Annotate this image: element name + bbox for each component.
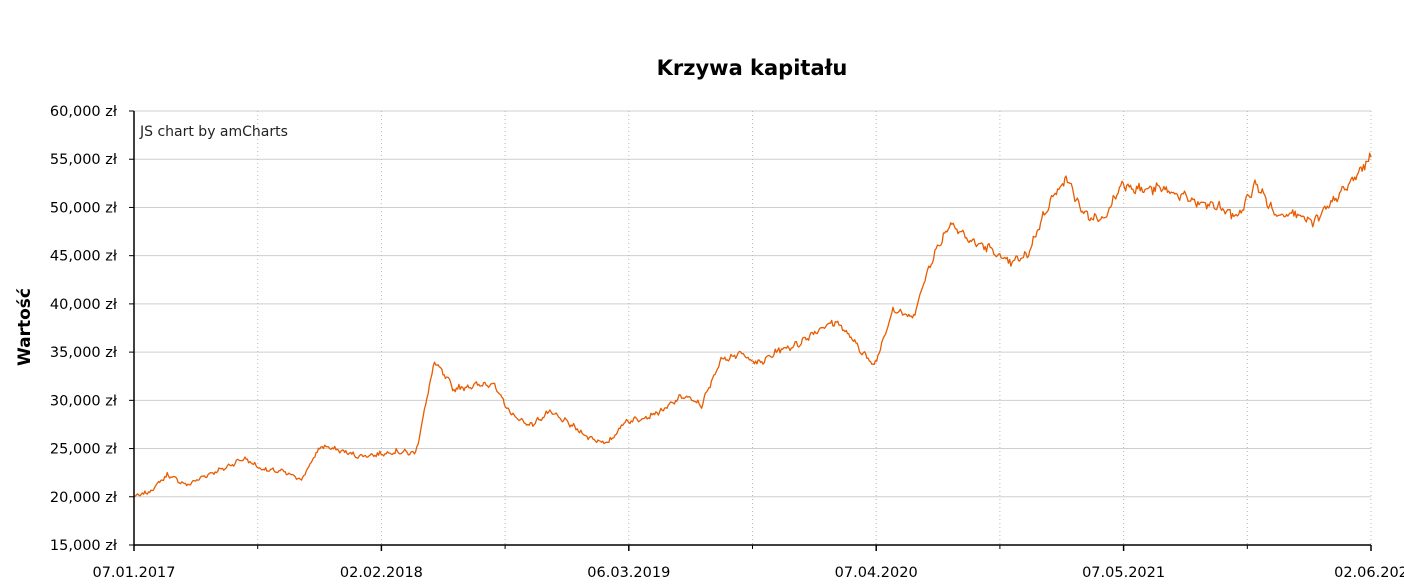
y-tick-label: 20,000 zł	[50, 490, 118, 506]
amcharts-credit[interactable]: JS chart by amCharts	[139, 124, 288, 140]
y-tick-label: 45,000 zł	[50, 249, 118, 265]
y-tick-label: 40,000 zł	[50, 297, 118, 313]
x-tick-label: 06.03.2019	[587, 565, 670, 581]
x-axis-ticks: 07.01.2017 02.02.2018 06.03.2019 07.04.2020…	[92, 545, 1404, 581]
y-tick-label: 60,000 zł	[50, 104, 118, 120]
y-tick-label: 50,000 zł	[50, 200, 118, 216]
x-tick-label: 02.06.202	[1334, 565, 1404, 581]
vertical-gridlines	[257, 111, 1372, 545]
x-tick-label: 02.02.2018	[340, 565, 423, 581]
y-tick-label: 55,000 zł	[50, 152, 118, 168]
x-tick-label: 07.05.2021	[1082, 565, 1165, 581]
y-tick-label: 25,000 zł	[50, 442, 118, 458]
chart-title: Krzywa kapitału	[657, 56, 848, 80]
equity-series-line	[133, 152, 1372, 498]
y-tick-label: 30,000 zł	[50, 393, 118, 409]
y-tick-label: 15,000 zł	[50, 538, 118, 554]
y-tick-label: 35,000 zł	[50, 345, 118, 361]
y-axis-label: Wartość	[15, 288, 35, 366]
y-axis-ticks: 15,000 zł 20,000 zł 25,000 zł 30,000 zł 35,0…	[50, 104, 134, 554]
plot-area	[133, 152, 1372, 498]
x-tick-label: 07.04.2020	[835, 565, 918, 581]
x-tick-label: 07.01.2017	[92, 565, 175, 581]
